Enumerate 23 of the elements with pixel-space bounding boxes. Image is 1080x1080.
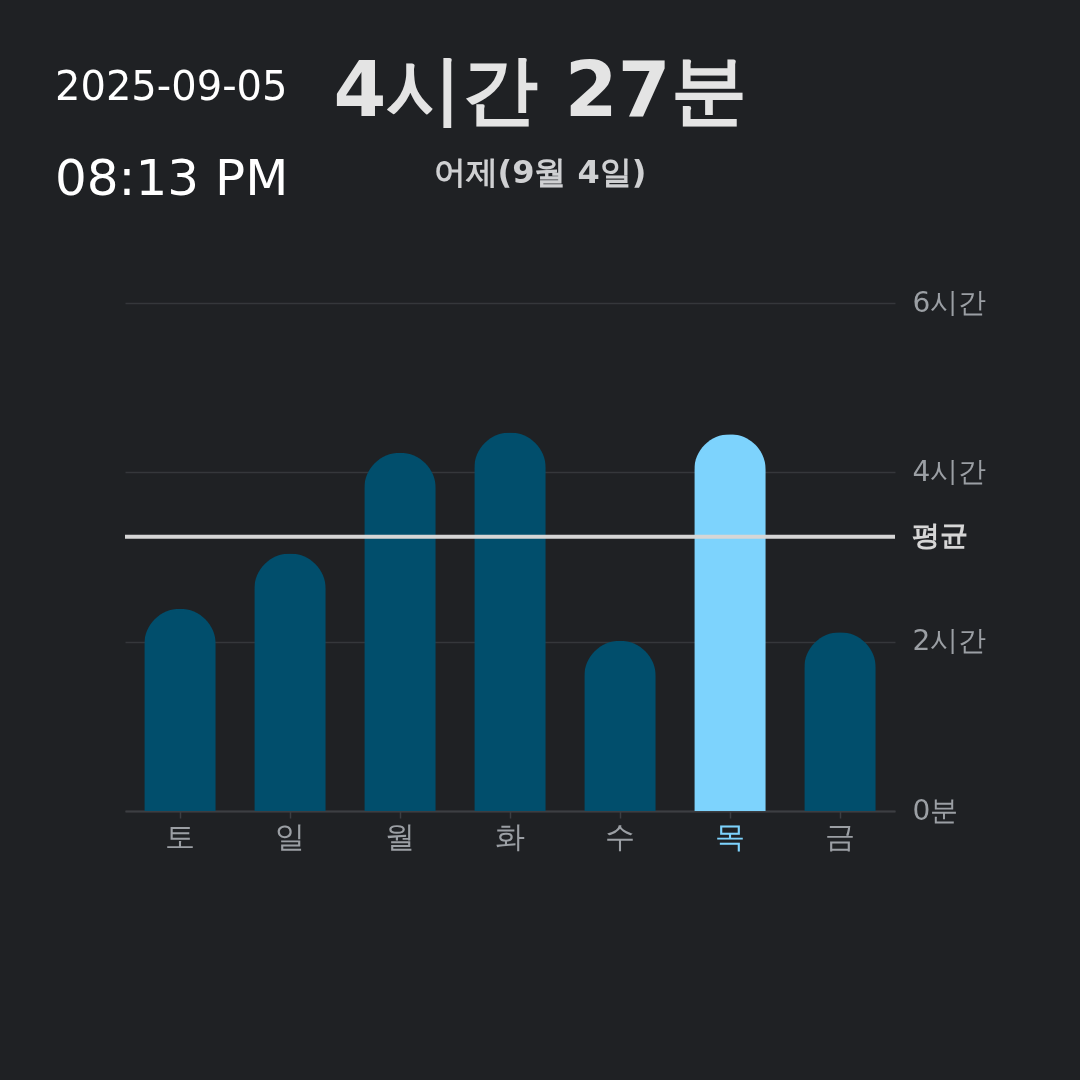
- x-tick-label: 화: [495, 819, 525, 854]
- x-tick-label: 수: [605, 819, 635, 854]
- y-tick-label: 0분: [912, 793, 959, 827]
- bar: [694, 434, 766, 811]
- chart-title: 4시간 27분: [333, 45, 747, 134]
- bar: [364, 452, 436, 811]
- y-tick-label: 4시간: [912, 454, 987, 488]
- bar: [584, 640, 656, 811]
- x-tick-label: 월: [385, 819, 415, 854]
- text: 08:13 PM: [55, 149, 289, 207]
- y-tick-label: 2시간: [912, 624, 987, 658]
- bar: [474, 432, 546, 811]
- x-tick-label: 목: [715, 819, 745, 854]
- bar: [254, 553, 326, 811]
- y-tick-label: 6시간: [912, 285, 987, 319]
- bar: [804, 632, 876, 811]
- text: 2025-09-05: [55, 63, 288, 109]
- ref-line-label: 평균: [912, 518, 968, 552]
- x-tick-label: 금: [825, 819, 855, 854]
- chart-subtitle: 어제(9월 4일): [433, 153, 647, 191]
- x-tick-label: 토: [165, 819, 195, 854]
- x-tick-label: 일: [275, 819, 305, 854]
- bar: [144, 608, 216, 811]
